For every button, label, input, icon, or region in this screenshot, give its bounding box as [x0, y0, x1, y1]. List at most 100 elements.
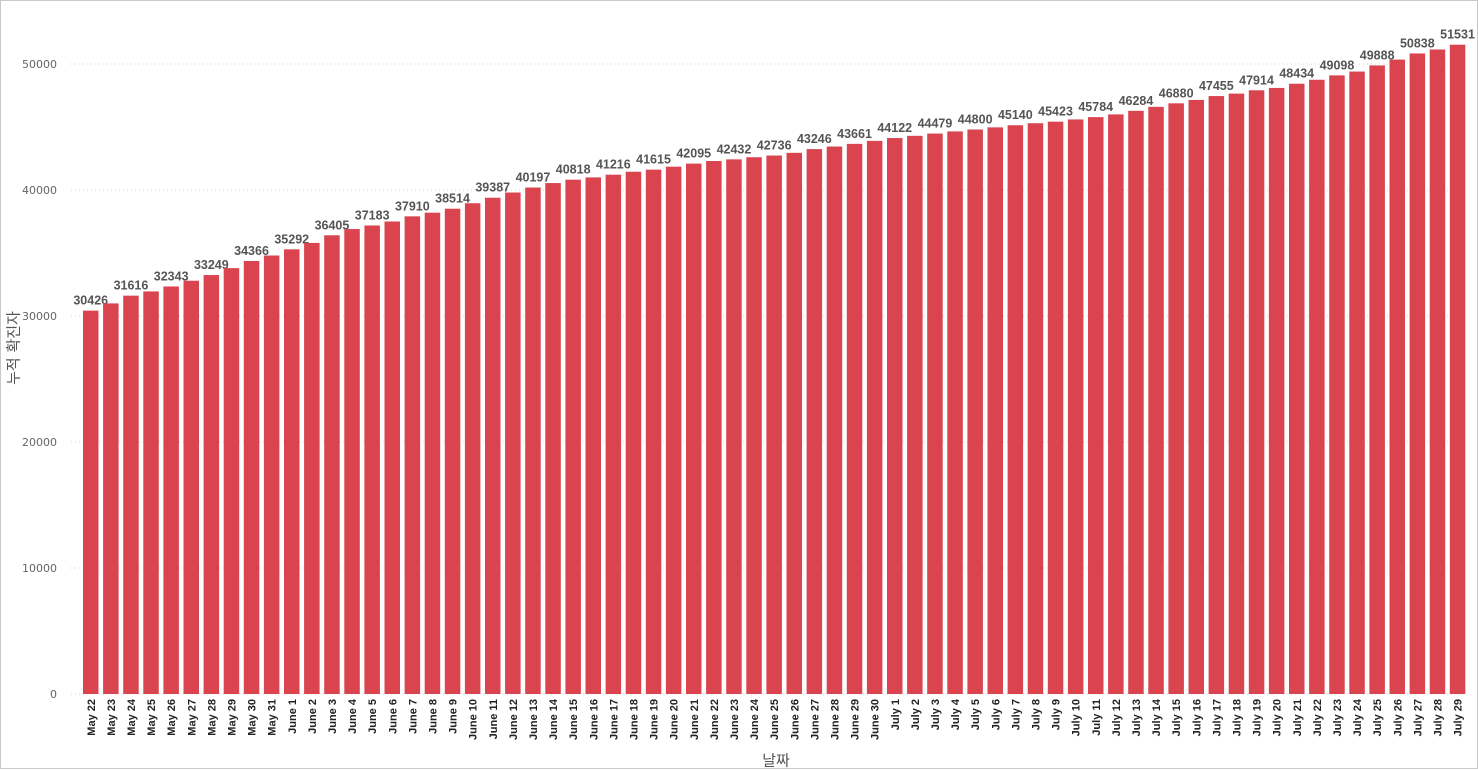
- x-tick-label: May 27: [186, 699, 198, 736]
- data-label: 30426: [73, 294, 108, 308]
- bar: [505, 192, 521, 694]
- x-tick-label: June 3: [327, 699, 339, 734]
- x-tick-label: June 23: [729, 699, 741, 740]
- bar: [1228, 93, 1245, 695]
- bar: [223, 268, 240, 694]
- bar: [203, 275, 220, 694]
- bar: [344, 229, 360, 694]
- x-tick-label: June 22: [709, 699, 721, 740]
- x-tick-label: July 26: [1392, 699, 1404, 736]
- x-tick-label: June 14: [548, 698, 560, 740]
- data-label: 49888: [1360, 48, 1395, 62]
- bar: [1389, 59, 1405, 694]
- x-tick-label: May 29: [226, 699, 238, 736]
- x-tick-label: May 23: [106, 699, 118, 736]
- bar: [726, 159, 742, 694]
- bar: [83, 310, 99, 694]
- data-label: 35292: [274, 232, 309, 246]
- bar: [1349, 71, 1365, 694]
- bar: [1168, 103, 1184, 694]
- data-label: 33249: [194, 258, 229, 272]
- x-tick-label: July 2: [910, 699, 922, 730]
- x-tick-label: May 22: [86, 699, 98, 736]
- x-tick-label: June 29: [850, 699, 862, 740]
- bar: [304, 242, 320, 695]
- data-label: 42432: [717, 142, 752, 156]
- x-tick-label: July 28: [1432, 699, 1444, 736]
- x-tick-label: June 8: [427, 699, 439, 734]
- x-tick-label: June 6: [387, 699, 399, 734]
- x-tick-label: July 29: [1453, 699, 1465, 736]
- bar: [1268, 87, 1285, 694]
- y-tick-label: 50000: [22, 58, 57, 71]
- x-tick-label: May 28: [206, 699, 218, 736]
- x-tick-label: May 26: [166, 699, 178, 736]
- x-tick-label: July 15: [1171, 699, 1183, 736]
- bar: [826, 146, 843, 694]
- x-tick-label: June 15: [568, 699, 580, 740]
- data-label: 45784: [1078, 100, 1113, 114]
- x-tick-label: July 6: [990, 699, 1002, 730]
- data-label: 40818: [556, 163, 591, 177]
- data-label: 46880: [1159, 86, 1194, 100]
- bar: [123, 295, 139, 694]
- x-tick-label: July 14: [1151, 698, 1163, 736]
- x-tick-label: June 21: [689, 699, 701, 740]
- x-tick-label: July 23: [1332, 699, 1344, 736]
- data-label: 47455: [1199, 79, 1234, 93]
- bar: [183, 280, 199, 694]
- x-tick-label: May 30: [247, 699, 259, 736]
- y-tick-label: 30000: [22, 310, 57, 323]
- bar: [967, 129, 983, 694]
- bar: [525, 187, 541, 694]
- data-label: 42736: [757, 139, 792, 153]
- x-tick-label: July 3: [930, 699, 942, 730]
- bar: [645, 169, 662, 694]
- bar: [866, 140, 883, 695]
- x-tick-label: June 5: [367, 699, 379, 734]
- x-tick-label: June 9: [448, 699, 460, 734]
- x-tick-label: June 11: [488, 699, 500, 739]
- bar: [143, 291, 159, 694]
- data-label: 43661: [837, 127, 872, 141]
- y-tick-label: 0: [50, 688, 57, 701]
- x-tick-label: June 20: [669, 699, 681, 740]
- x-tick-label: July 24: [1352, 698, 1364, 736]
- bar: [706, 161, 722, 694]
- data-label: 34366: [234, 244, 269, 258]
- x-tick-label: June 30: [870, 699, 882, 740]
- x-tick-label: June 24: [749, 698, 761, 740]
- bar: [485, 197, 501, 694]
- data-label: 39387: [475, 181, 510, 195]
- data-label: 44800: [958, 113, 993, 127]
- x-tick-label: June 13: [528, 699, 540, 740]
- data-label: 37183: [355, 208, 390, 222]
- bar: [444, 208, 461, 694]
- data-label: 45140: [998, 108, 1033, 122]
- x-tick-label: June 25: [769, 699, 781, 740]
- bar: [605, 174, 622, 694]
- bar: [243, 260, 260, 694]
- x-tick-label: July 12: [1111, 699, 1123, 736]
- bar: [1289, 83, 1305, 695]
- bar: [1248, 90, 1265, 695]
- bar: [686, 163, 702, 694]
- bar: [384, 221, 400, 694]
- bar: [1047, 121, 1064, 695]
- x-tick-label: July 4: [950, 698, 962, 730]
- bar: [907, 135, 923, 694]
- bar: [1007, 125, 1024, 694]
- x-tick-label: June 28: [829, 699, 841, 740]
- bar: [806, 149, 823, 694]
- data-label: 50838: [1400, 36, 1435, 50]
- x-tick-label: June 4: [347, 698, 359, 734]
- x-axis-title: 날짜: [762, 751, 790, 770]
- x-tick-label: July 21: [1292, 699, 1304, 736]
- data-label: 44479: [918, 117, 953, 131]
- bar: [746, 157, 762, 695]
- data-label: 38514: [435, 192, 470, 206]
- bar: [1329, 75, 1345, 695]
- bar: [404, 216, 421, 695]
- data-label: 45423: [1038, 105, 1073, 119]
- data-label: 43246: [797, 132, 832, 146]
